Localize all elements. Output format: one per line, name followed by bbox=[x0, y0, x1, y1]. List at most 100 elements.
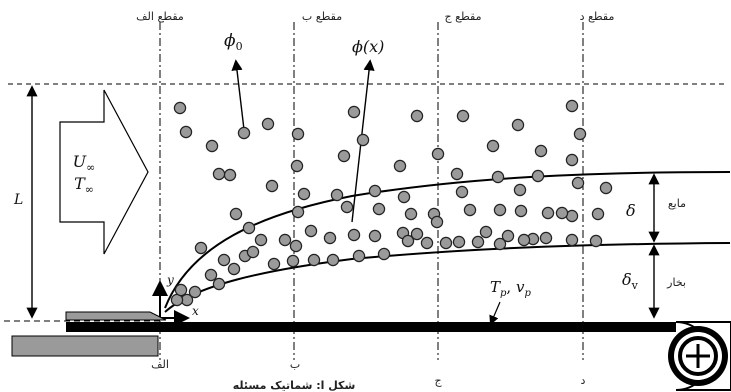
particle bbox=[291, 127, 305, 141]
section-bottom-d: د bbox=[581, 374, 586, 387]
particle bbox=[286, 254, 300, 268]
delta-label: δ bbox=[626, 201, 636, 220]
particle bbox=[439, 236, 453, 250]
particle bbox=[393, 159, 407, 173]
particle bbox=[431, 147, 445, 161]
particle bbox=[534, 144, 548, 158]
particle bbox=[223, 168, 237, 182]
particle bbox=[297, 187, 311, 201]
particle bbox=[212, 167, 226, 181]
particle bbox=[290, 159, 304, 173]
particle bbox=[493, 203, 507, 217]
section-label-b: مقطع ب bbox=[302, 10, 342, 23]
particle-group bbox=[170, 99, 613, 307]
particle bbox=[571, 176, 585, 190]
particle bbox=[404, 207, 418, 221]
phi0-arrow bbox=[231, 59, 246, 139]
particle bbox=[565, 153, 579, 167]
moving-plate bbox=[66, 322, 676, 332]
particle bbox=[491, 170, 505, 184]
figure-caption: شکل ا: شماتیک مسئله bbox=[233, 379, 356, 392]
particle bbox=[456, 109, 470, 123]
u-infinity-label: U∞ bbox=[73, 152, 96, 174]
y-axis-label: y bbox=[166, 273, 174, 287]
vapor-label: بخار bbox=[666, 276, 686, 289]
particle bbox=[304, 224, 318, 238]
length-label: L bbox=[13, 192, 23, 208]
liquid-layer-upper-curve bbox=[164, 171, 731, 309]
particle bbox=[368, 184, 382, 198]
particle bbox=[401, 234, 415, 248]
delta-v-label: δv bbox=[622, 270, 639, 292]
particle bbox=[517, 233, 531, 247]
particle bbox=[514, 204, 528, 218]
particle bbox=[291, 205, 305, 219]
section-bottom-a: الف bbox=[151, 358, 169, 371]
section-label-d: مقطع د bbox=[580, 10, 615, 23]
plate-pointer-arrow bbox=[489, 301, 501, 326]
phi0-label: ϕ0 bbox=[224, 31, 243, 53]
particle bbox=[486, 139, 500, 153]
particle bbox=[377, 247, 391, 261]
particle bbox=[330, 188, 344, 202]
particle bbox=[463, 203, 477, 217]
particle bbox=[307, 253, 321, 267]
section-bottom-b: ب bbox=[290, 358, 300, 371]
particle bbox=[204, 268, 218, 282]
particle bbox=[368, 229, 382, 243]
particle bbox=[450, 167, 464, 181]
particle bbox=[278, 233, 292, 247]
particle bbox=[410, 227, 424, 241]
plate-leading-edge bbox=[65, 311, 167, 321]
vapor-layer-upper-curve bbox=[164, 242, 731, 313]
particle bbox=[455, 185, 469, 199]
particle bbox=[173, 101, 187, 115]
particle bbox=[493, 237, 507, 251]
particle bbox=[227, 262, 241, 276]
particle bbox=[289, 239, 303, 253]
particle bbox=[430, 215, 444, 229]
particle bbox=[511, 118, 525, 132]
particle bbox=[179, 125, 193, 139]
particle bbox=[531, 169, 545, 183]
particle bbox=[174, 283, 188, 297]
particle bbox=[340, 200, 354, 214]
particle bbox=[513, 183, 527, 197]
particle bbox=[589, 234, 603, 248]
particle bbox=[352, 249, 366, 263]
x-axis-label: x bbox=[192, 304, 199, 318]
free-stream-arrow bbox=[59, 89, 149, 255]
tp-vp-label: Tp, vp bbox=[490, 278, 531, 299]
particle bbox=[372, 202, 386, 216]
particle bbox=[246, 245, 260, 259]
particle bbox=[501, 229, 515, 243]
section-bottom-c: ج bbox=[434, 374, 442, 387]
particle bbox=[397, 190, 411, 204]
particle bbox=[565, 99, 579, 113]
section-label-c: مقطع ج bbox=[445, 10, 482, 23]
particle bbox=[471, 235, 485, 249]
particle bbox=[217, 253, 231, 267]
particle bbox=[323, 231, 337, 245]
particle bbox=[194, 241, 208, 255]
particle bbox=[326, 253, 340, 267]
particle bbox=[267, 257, 281, 271]
particle bbox=[265, 179, 279, 193]
phix-label: ϕ(x) bbox=[352, 37, 384, 56]
particle bbox=[479, 225, 493, 239]
support-block bbox=[11, 335, 159, 357]
particle bbox=[347, 105, 361, 119]
particle bbox=[599, 181, 613, 195]
t-infinity-label: T∞ bbox=[74, 174, 94, 196]
particle bbox=[555, 206, 569, 220]
particle bbox=[591, 207, 605, 221]
section-label-a: مقطع الف bbox=[136, 10, 184, 23]
particle bbox=[347, 228, 361, 242]
liquid-label: مایع bbox=[668, 197, 686, 210]
particle bbox=[188, 285, 202, 299]
particle bbox=[337, 149, 351, 163]
particle bbox=[565, 233, 579, 247]
particle bbox=[539, 231, 553, 245]
